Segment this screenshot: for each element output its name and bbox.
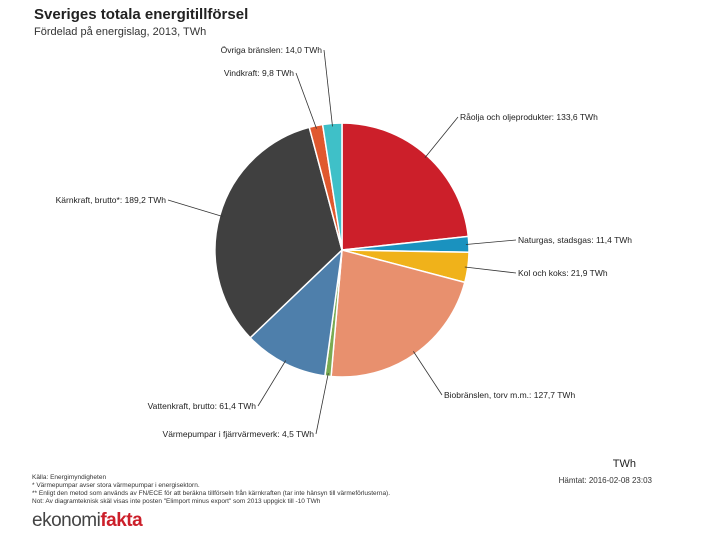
slice-label: Naturgas, stadsgas: 11,4 TWh bbox=[518, 235, 632, 245]
slice-label: Kärnkraft, brutto*: 189,2 TWh bbox=[56, 195, 167, 205]
leader-line bbox=[464, 266, 517, 274]
pie-chart: Råolja och oljeprodukter: 133,6 TWh Natur… bbox=[56, 45, 633, 439]
footnote-electricity-import: Not: Av diagramteknisk skäl visas inte p… bbox=[32, 498, 321, 505]
chart-title: Sveriges totala energitillförsel bbox=[34, 6, 249, 23]
slice-label: Råolja och oljeprodukter: 133,6 TWh bbox=[460, 112, 598, 122]
fetched-date: Hämtat: 2016-02-08 23:03 bbox=[558, 476, 652, 485]
leader-line bbox=[465, 239, 517, 245]
leader-line bbox=[424, 116, 459, 159]
pie-slice bbox=[341, 122, 470, 251]
leader-line bbox=[323, 49, 333, 127]
leader-line bbox=[413, 351, 443, 396]
ekonomifakta-logo: ekonomifakta bbox=[32, 510, 143, 532]
footnote-nuclear: ** Enligt den metod som används av FN/EC… bbox=[32, 490, 391, 497]
slice-label: Vindkraft: 9,8 TWh bbox=[224, 68, 294, 78]
unit-label: TWh bbox=[612, 458, 636, 470]
slice-label: Kol och koks: 21,9 TWh bbox=[518, 268, 608, 278]
leader-line bbox=[295, 72, 317, 129]
leader-line bbox=[257, 360, 287, 407]
footnotes: Källa: Energimyndigheten * Värmepumpar a… bbox=[32, 474, 390, 506]
leader-line bbox=[315, 373, 329, 435]
slice-label: Vattenkraft, brutto: 61,4 TWh bbox=[148, 401, 257, 411]
slice-label: Övriga bränslen: 14,0 TWh bbox=[221, 45, 323, 55]
slice-label: Biobränslen, torv m.m.: 127,7 TWh bbox=[444, 390, 575, 400]
slice-label: Värmepumpar i fjärrvärmeverk: 4,5 TWh bbox=[163, 429, 315, 439]
leader-line bbox=[167, 199, 223, 217]
logo-text-part2: fakta bbox=[100, 510, 143, 531]
chart-frame: Sveriges totala energitillförsel Fördela… bbox=[24, 0, 688, 536]
chart-subtitle: Fördelad på energislag, 2013, TWh bbox=[34, 26, 207, 38]
footnote-heat-pumps: * Värmepumpar avser stora värmepumpar i … bbox=[32, 482, 200, 489]
source-note: Källa: Energimyndigheten bbox=[32, 474, 107, 481]
logo-text-part1: ekonomi bbox=[32, 510, 101, 531]
